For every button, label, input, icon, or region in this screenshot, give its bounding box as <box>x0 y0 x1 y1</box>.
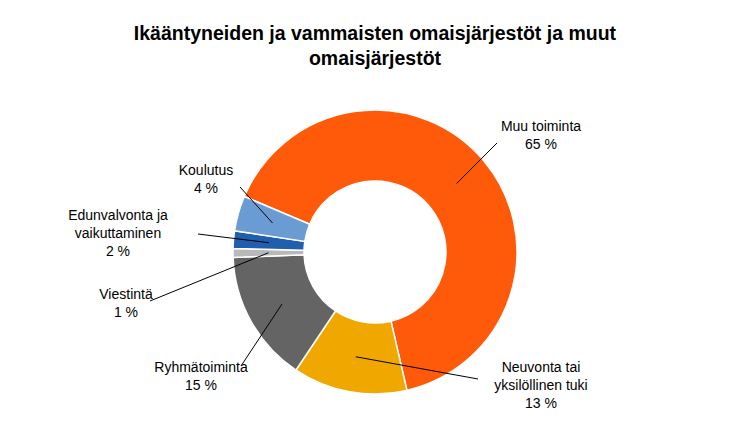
category-label: Muu toiminta <box>501 118 581 134</box>
slice <box>235 197 310 242</box>
chart: Ikääntyneiden ja vammaisten omaisjärjest… <box>0 0 750 436</box>
category-label: Viestintä <box>99 286 153 302</box>
data-labels: Muu toiminta 65 % Neuvonta tai yksilöllinen… <box>68 118 588 411</box>
chart-title: Ikääntyneiden ja vammaisten omaisjärjest… <box>134 22 617 44</box>
leader-line <box>356 357 478 379</box>
leader-line <box>457 143 497 184</box>
category-label: yksilöllinen tuki <box>494 377 587 393</box>
value-label: 65 % <box>525 136 557 152</box>
value-label: 15 % <box>185 377 217 393</box>
category-label: Edunvalvonta ja <box>68 207 168 223</box>
leader-line <box>198 234 269 243</box>
category-label: vaikuttaminen <box>75 225 161 241</box>
chart-title: omaisjärjestöt <box>309 47 442 69</box>
leader-line <box>240 187 273 223</box>
value-label: 13 % <box>525 395 557 411</box>
category-label: Neuvonta tai <box>502 359 581 375</box>
slices <box>233 110 517 394</box>
leader-line <box>241 304 282 366</box>
category-label: Ryhmätoiminta <box>154 359 248 375</box>
leader-line <box>150 253 269 301</box>
slice <box>233 255 335 370</box>
value-label: 2 % <box>106 243 130 259</box>
category-label: Koulutus <box>179 162 233 178</box>
value-label: 4 % <box>194 180 218 196</box>
value-label: 1 % <box>114 304 138 320</box>
